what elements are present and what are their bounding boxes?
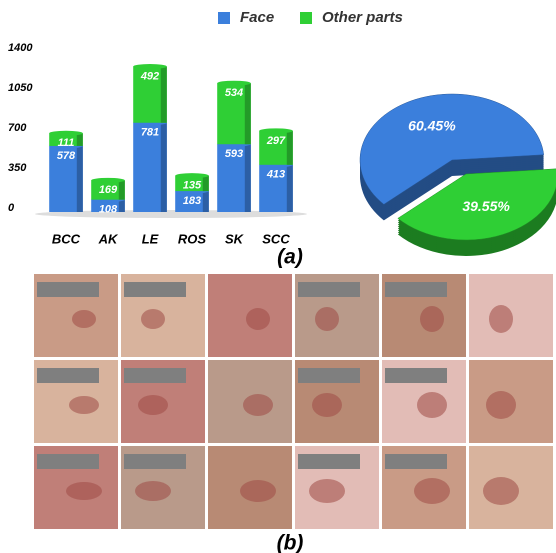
lesion <box>309 479 345 503</box>
redaction-bar <box>385 282 447 297</box>
lesion <box>420 306 444 332</box>
bar-top <box>175 173 209 179</box>
lesion <box>240 480 276 502</box>
y-tick-label: 350 <box>8 162 27 174</box>
value-label: 492 <box>140 70 159 82</box>
redaction-bar <box>385 454 447 469</box>
y-tick-label: 1050 <box>8 82 33 94</box>
redaction-bar <box>298 368 360 383</box>
panel-label: (b) <box>277 532 304 553</box>
x-tick-label: SCC <box>262 231 290 246</box>
legend-label: Face <box>240 9 274 26</box>
bar-shade <box>244 144 251 212</box>
bar-segment <box>91 199 125 212</box>
value-label: 413 <box>266 169 285 181</box>
bar-top <box>133 64 167 70</box>
bar-segment <box>175 191 209 212</box>
redaction-bar <box>298 282 360 297</box>
value-label: 578 <box>57 150 76 162</box>
redaction-bar <box>298 454 360 469</box>
bar-shade <box>160 122 167 212</box>
bar-shade <box>76 145 83 212</box>
lesion <box>489 305 513 333</box>
lesion <box>72 310 96 328</box>
lesion <box>135 481 171 501</box>
bar-segment <box>49 133 83 146</box>
redaction-bar <box>37 368 99 383</box>
value-label: 534 <box>225 87 243 99</box>
bar-top <box>259 128 293 134</box>
bar-shade <box>202 191 209 212</box>
legend-swatch <box>300 12 312 24</box>
bar-shade <box>202 175 209 192</box>
y-tick-label: 700 <box>8 122 27 134</box>
x-tick-label: AK <box>98 231 119 246</box>
lesion <box>69 396 99 414</box>
x-tick-label: BCC <box>52 231 81 246</box>
bar-top <box>49 130 83 136</box>
redaction-bar <box>385 368 447 383</box>
lesion <box>138 395 168 415</box>
bar-shade <box>286 130 293 165</box>
photo-grid <box>34 274 553 529</box>
pie-label: 39.55% <box>462 198 510 214</box>
legend-swatch <box>218 12 230 24</box>
value-label: 169 <box>99 184 118 196</box>
redaction-bar <box>37 454 99 469</box>
legend-label: Other parts <box>322 9 403 26</box>
redaction-bar <box>124 282 186 297</box>
y-tick-label: 1400 <box>8 42 33 54</box>
value-label: 781 <box>141 127 159 139</box>
pie-label: 60.45% <box>408 117 456 133</box>
x-tick-label: LE <box>142 231 159 246</box>
redaction-bar <box>124 368 186 383</box>
lesion <box>483 477 519 505</box>
redaction-bar <box>124 454 186 469</box>
pie-slice <box>359 93 544 205</box>
panel-label: (a) <box>277 246 303 269</box>
bar-segment <box>175 175 209 192</box>
y-tick-label: 0 <box>8 202 15 214</box>
value-label: 183 <box>183 195 201 207</box>
x-tick-label: SK <box>225 231 245 246</box>
bar-shade <box>244 83 251 145</box>
redaction-bar <box>37 282 99 297</box>
value-label: 108 <box>99 204 118 216</box>
value-label: 593 <box>225 148 243 160</box>
bar-shade <box>118 180 125 200</box>
lesion <box>315 307 339 331</box>
lesion <box>66 482 102 500</box>
bar-top <box>217 80 251 86</box>
value-label: 135 <box>183 180 202 192</box>
bar-top <box>91 177 125 183</box>
bar-shade <box>286 164 293 212</box>
value-label: 111 <box>58 137 75 149</box>
lesion <box>312 393 342 417</box>
lesion <box>414 478 450 504</box>
bar-shade <box>160 66 167 123</box>
x-tick-label: ROS <box>178 231 207 246</box>
lesion <box>417 392 447 418</box>
value-label: 297 <box>266 135 286 147</box>
lesion <box>243 394 273 416</box>
lesion <box>486 391 516 419</box>
bar-shade <box>118 199 125 212</box>
bar-shade <box>76 133 83 146</box>
bar-segment <box>91 180 125 200</box>
lesion <box>246 308 270 330</box>
lesion <box>141 309 165 329</box>
